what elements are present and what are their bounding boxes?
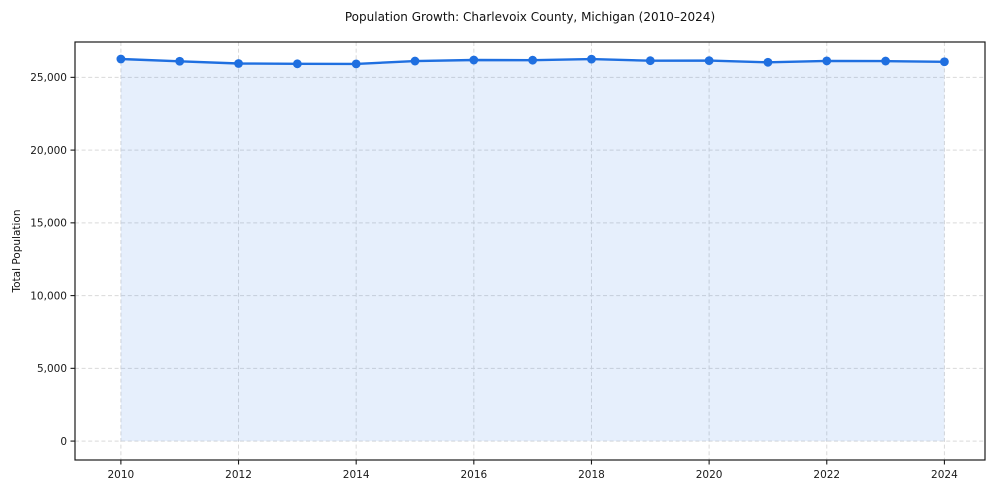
y-tick-label: 0: [60, 436, 67, 448]
y-tick-label: 15,000: [30, 218, 67, 230]
y-tick-label: 10,000: [30, 290, 67, 302]
data-point-2014: [351, 59, 361, 69]
y-tick-label: 5,000: [37, 363, 67, 375]
data-point-2018: [587, 54, 596, 64]
data-point-2019: [645, 56, 655, 66]
data-point-2022: [822, 56, 832, 66]
x-tick-label: 2024: [931, 469, 958, 481]
y-tick-label: 20,000: [30, 145, 67, 157]
x-tick-label: 2010: [108, 469, 135, 481]
x-tick-label: 2014: [343, 469, 370, 481]
data-point-2016: [469, 55, 479, 65]
data-point-2020: [704, 56, 714, 66]
data-point-2024: [940, 57, 949, 67]
data-point-2011: [175, 56, 185, 66]
data-point-2021: [763, 57, 773, 67]
chart-title: Population Growth: Charlevoix County, Mi…: [344, 10, 716, 24]
x-tick-label: 2018: [578, 469, 605, 481]
x-tick-label: 2020: [696, 469, 723, 481]
data-point-2013: [292, 59, 302, 69]
plot-border: [74, 41, 986, 461]
x-tick-label: 2022: [813, 469, 840, 481]
data-point-2015: [410, 56, 420, 66]
y-tick-label: 25,000: [30, 72, 67, 84]
x-tick-label: 2016: [460, 469, 487, 481]
data-point-2023: [881, 56, 890, 66]
x-tick-label: 2012: [225, 469, 252, 481]
area-fill: [120, 59, 945, 442]
data-point-2010: [116, 54, 126, 64]
data-point-2012: [234, 59, 243, 68]
data-point-2017: [528, 55, 538, 65]
